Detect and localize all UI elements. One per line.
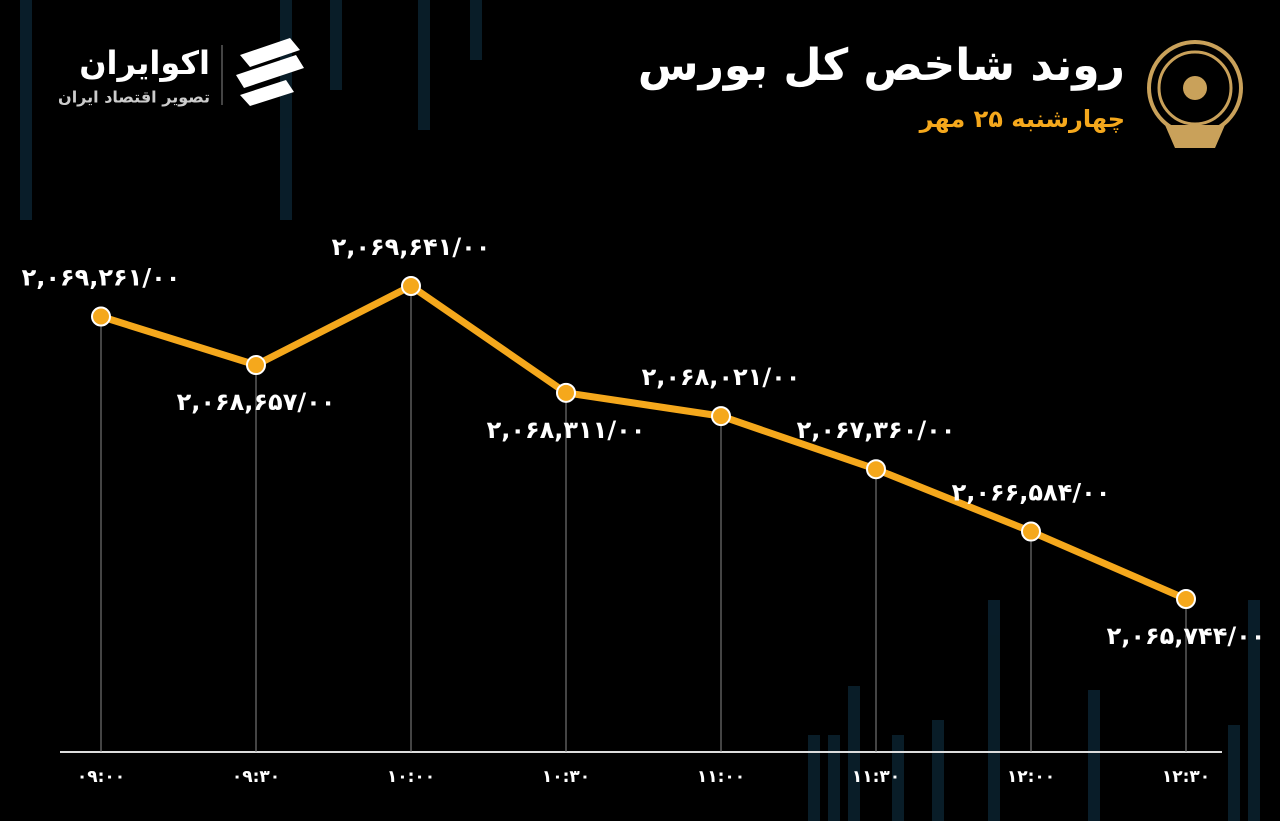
- value-label: ۲,۰۶۶,۵۸۴/۰۰: [952, 479, 1111, 507]
- data-point: [1176, 589, 1196, 609]
- data-point: [556, 382, 576, 403]
- value-label: ۲,۰۶۹,۲۶۱/۰۰: [22, 264, 181, 292]
- data-point: [711, 406, 731, 427]
- value-label: ۲,۰۶۸,۳۱۱/۰۰: [487, 416, 646, 444]
- x-tick-label: ۱۰:۰۰: [387, 767, 435, 787]
- data-point: [1021, 521, 1041, 542]
- x-tick-label: ۰۹:۰۰: [77, 767, 125, 787]
- x-tick-label: ۱۲:۰۰: [1007, 767, 1055, 787]
- value-label: ۲,۰۶۷,۳۶۰/۰۰: [797, 416, 956, 444]
- data-point: [91, 306, 111, 327]
- x-tick-label: ۰۹:۳۰: [232, 767, 280, 787]
- x-tick-label: ۱۱:۳۰: [852, 767, 900, 787]
- value-label: ۲,۰۶۸,۶۵۷/۰۰: [177, 388, 336, 416]
- chart-title: روند شاخص کل بورس: [638, 40, 1125, 91]
- brand-name: اکوایران: [79, 44, 210, 82]
- value-label: ۲,۰۶۹,۶۴۱/۰۰: [332, 233, 491, 261]
- data-point: [246, 355, 266, 376]
- logo-emblem: [1147, 40, 1243, 148]
- value-label: ۲,۰۶۸,۰۲۱/۰۰: [642, 363, 801, 391]
- chart-subtitle: چهارشنبه ۲۵ مهر: [919, 105, 1125, 133]
- brand-logo: [221, 38, 304, 106]
- value-label: ۲,۰۶۵,۷۴۴/۰۰: [1107, 622, 1266, 650]
- x-tick-label: ۱۰:۳۰: [542, 767, 590, 787]
- brand-tagline: تصویر اقتصاد ایران: [58, 88, 210, 107]
- data-point: [866, 459, 886, 480]
- data-line: [99, 282, 1188, 603]
- x-tick-label: ۱۲:۳۰: [1162, 767, 1210, 787]
- data-point: [401, 276, 421, 296]
- x-tick-label: ۱۱:۰۰: [697, 767, 745, 787]
